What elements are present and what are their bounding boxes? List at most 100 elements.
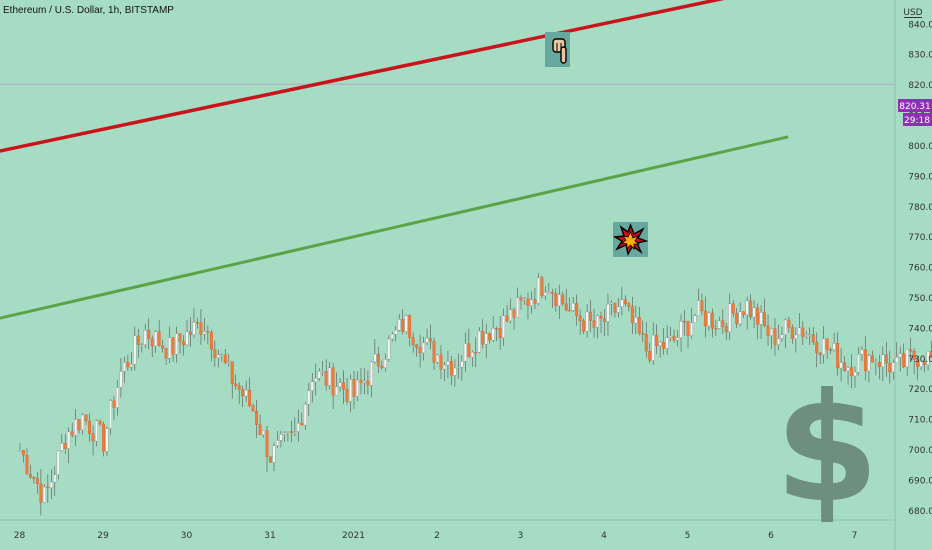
candle-body xyxy=(554,293,558,306)
candle-body xyxy=(335,386,339,396)
candle-body xyxy=(536,277,540,304)
candle-body xyxy=(884,354,888,364)
candle-body xyxy=(122,362,126,372)
candle-body xyxy=(523,298,526,301)
candle-body xyxy=(557,294,561,306)
candle-body xyxy=(269,456,272,463)
candle-body xyxy=(293,431,297,433)
candle-body xyxy=(209,332,213,350)
candle-body xyxy=(115,387,119,408)
candle-body xyxy=(686,321,690,336)
candle-body xyxy=(794,334,798,339)
candle-body xyxy=(707,312,711,327)
candle-body xyxy=(867,355,871,372)
candle-body xyxy=(227,361,231,363)
candle-body xyxy=(42,486,46,503)
candle-body xyxy=(863,349,867,372)
candles-group xyxy=(18,273,932,516)
candle-body xyxy=(366,380,370,386)
candle-body xyxy=(564,303,568,311)
candle-body xyxy=(613,302,617,313)
candle-body xyxy=(310,381,314,391)
candle-body xyxy=(241,389,245,397)
support-trendline[interactable] xyxy=(0,135,789,320)
candle-body xyxy=(276,440,279,447)
candle-body xyxy=(836,343,840,369)
candle-body xyxy=(783,319,787,335)
candle-body xyxy=(790,327,794,339)
candle-body xyxy=(88,420,92,434)
candle-body xyxy=(491,328,495,341)
candle-body xyxy=(690,322,693,336)
y-tick-label: 800.00 xyxy=(908,142,932,152)
time-axis[interactable]: 28 29 30 31 2021 2 3 4 5 6 7 xyxy=(14,531,858,541)
y-tick-label: 750.00 xyxy=(908,294,932,304)
y-tick-label: 790.00 xyxy=(908,172,932,182)
candle-body xyxy=(797,327,801,336)
candle-body xyxy=(898,353,902,358)
y-tick-label: 770.00 xyxy=(908,233,932,243)
candle-body xyxy=(738,311,742,325)
candle-body xyxy=(467,343,471,358)
candle-body xyxy=(289,431,293,433)
x-tick-label: 28 xyxy=(14,531,26,541)
candle-body xyxy=(356,379,359,397)
current-price-value: 820.31 xyxy=(899,102,931,112)
candle-body xyxy=(693,315,697,323)
candle-body xyxy=(456,367,460,369)
candle-body xyxy=(67,431,71,449)
collision-icon-badge xyxy=(612,222,649,257)
y-tick-label: 780.00 xyxy=(908,203,932,213)
y-tick-label: 710.00 xyxy=(908,416,932,426)
y-tick-label: 700.00 xyxy=(908,446,932,456)
candle-body xyxy=(345,389,349,402)
candle-body xyxy=(683,321,686,323)
candle-body xyxy=(422,342,426,354)
candle-body xyxy=(272,445,276,463)
candle-body xyxy=(171,337,175,355)
candle-body xyxy=(749,300,753,318)
candle-body xyxy=(362,380,366,383)
candle-body xyxy=(484,333,488,345)
candle-body xyxy=(328,367,332,386)
x-tick-label: 2 xyxy=(434,531,440,541)
resistance-trendline[interactable] xyxy=(0,0,788,153)
candle-body xyxy=(230,361,234,385)
price-axis[interactable]: 680.00 690.00 700.00 710.00 720.00 730.00 740.… xyxy=(908,20,932,517)
y-tick-label: 720.00 xyxy=(908,385,932,395)
candle-body xyxy=(585,311,589,332)
candle-body xyxy=(543,292,547,296)
candle-body xyxy=(321,371,325,373)
candle-body xyxy=(439,354,443,370)
candle-body xyxy=(603,318,606,322)
dollar-sign-icon: $ xyxy=(775,362,879,536)
candle-body xyxy=(81,414,85,430)
candle-body xyxy=(700,300,704,312)
candle-body xyxy=(860,349,864,355)
candle-body xyxy=(349,379,352,402)
candle-body xyxy=(596,315,599,328)
candle-body xyxy=(811,334,815,343)
candle-body xyxy=(404,315,408,332)
candle-body xyxy=(265,430,269,457)
candle-body xyxy=(35,478,39,484)
candle-body xyxy=(446,361,450,366)
y-tick-label: 830.00 xyxy=(908,51,932,61)
candle-body xyxy=(651,334,655,361)
candle-body xyxy=(376,353,380,367)
candle-body xyxy=(102,423,105,452)
candle-body xyxy=(853,371,857,377)
candle-body xyxy=(630,306,634,324)
candle-body xyxy=(589,311,593,321)
candle-body xyxy=(300,423,304,426)
chart-title: Ethereum / U.S. Dollar, 1h, BITSTAMP xyxy=(3,5,174,16)
candle-body xyxy=(481,330,485,345)
candle-body xyxy=(248,389,252,406)
candle-body xyxy=(98,420,102,425)
candle-body xyxy=(18,450,22,452)
candle-body xyxy=(752,307,756,318)
candle-body xyxy=(91,433,95,442)
candle-body xyxy=(251,405,255,412)
candle-body xyxy=(714,327,718,330)
